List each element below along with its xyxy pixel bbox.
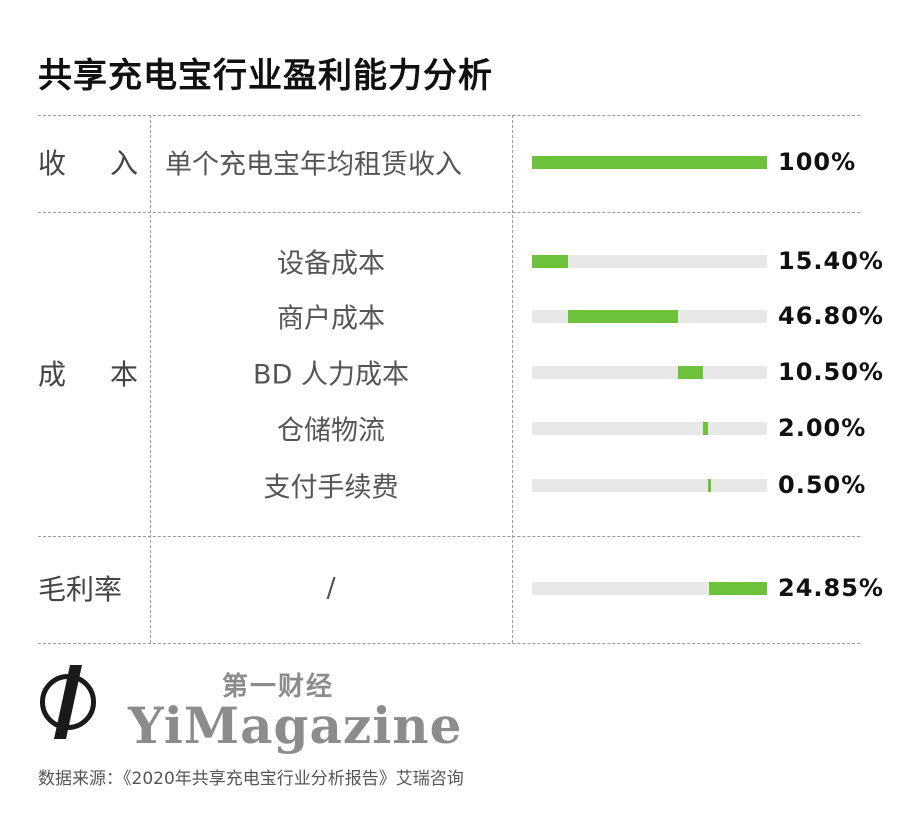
bar-fill-0-0: [532, 156, 767, 169]
bar-fill-1-2: [678, 366, 703, 379]
brand-chinese-name: 第一财经: [222, 672, 335, 702]
value-label-1-1: 46.80%: [778, 302, 884, 330]
bar-track-1-0: [532, 255, 767, 268]
column-divider-2: [512, 115, 513, 643]
category-char-0-0: 收: [38, 147, 67, 180]
category-char-1-1: 本: [109, 358, 138, 391]
bar-track-1-1: [532, 310, 767, 323]
bar-fill-1-1: [568, 310, 679, 323]
bar-track-0-0: [532, 156, 767, 169]
row-label-2-0: /: [326, 572, 336, 604]
bar-track-1-4: [532, 479, 767, 492]
bar-track-1-2: [532, 366, 767, 379]
row-label-1-0: 设备成本: [277, 248, 385, 280]
chart-title: 共享充电宝行业盈利能力分析: [38, 56, 493, 96]
row-label-1-1: 商户成本: [277, 303, 385, 335]
value-label-1-3: 2.00%: [778, 414, 867, 442]
row-label-1-3: 仓储物流: [277, 415, 385, 447]
divider-top: [38, 115, 860, 116]
value-label-0-0: 100%: [778, 148, 857, 176]
bar-track-1-3: [532, 422, 767, 435]
divider-revenue: [38, 212, 860, 213]
value-label-1-4: 0.50%: [778, 471, 867, 499]
yicai-logo-mark-icon: [54, 665, 82, 739]
category-char-1-0: 成: [38, 358, 67, 391]
category-label-1: 成本: [38, 353, 138, 393]
row-label-1-2: BD 人力成本: [253, 359, 409, 391]
divider-bottom: [38, 643, 860, 644]
category-char-0-1: 入: [109, 147, 138, 180]
column-divider-1: [150, 115, 151, 643]
value-label-2-0: 24.85%: [778, 574, 884, 602]
bar-fill-1-3: [702, 422, 708, 435]
category-label-2: 毛利率: [38, 573, 123, 606]
data-source-note: 数据来源：《2020年共享充电宝行业分析报告》艾瑞咨询: [38, 769, 464, 789]
bar-fill-1-4: [707, 479, 711, 492]
bar-fill-2-0: [708, 582, 767, 595]
value-label-1-0: 15.40%: [778, 247, 884, 275]
bar-track-2-0: [532, 582, 767, 595]
divider-cost: [38, 536, 860, 537]
brand-english-name: YiMagazine: [128, 696, 463, 755]
row-label-0-0: 单个充电宝年均租赁收入: [165, 149, 462, 181]
category-label-0: 收入: [38, 142, 138, 182]
row-label-1-4: 支付手续费: [263, 472, 399, 504]
value-label-1-2: 10.50%: [778, 358, 884, 386]
bar-fill-1-0: [532, 255, 569, 268]
